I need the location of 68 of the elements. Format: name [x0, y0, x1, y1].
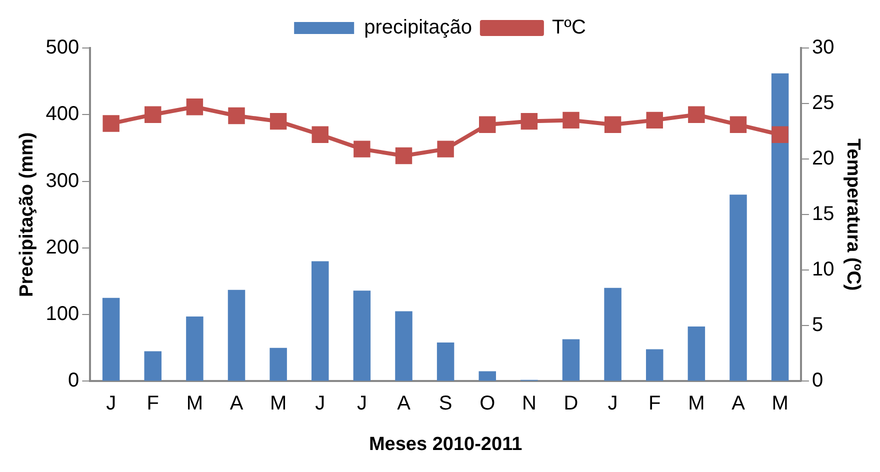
bar: [771, 73, 789, 381]
point: [228, 107, 245, 124]
y2-axis-title: Temperatura (ºC): [842, 138, 864, 291]
y2-tick-label: 5: [812, 314, 824, 336]
bar: [102, 298, 120, 381]
bar: [312, 261, 329, 381]
y-tick-label: 300: [46, 170, 80, 192]
x-tick-label: A: [732, 392, 746, 415]
legend-label: precipitação: [364, 16, 472, 39]
x-tick-label: M: [270, 392, 287, 415]
point: [437, 140, 454, 158]
x-tick-label: O: [480, 392, 496, 415]
bar: [395, 311, 412, 381]
x-tick-label: S: [438, 392, 452, 415]
y2-tick-label: 25: [812, 92, 834, 114]
bar: [604, 288, 622, 381]
x-tick-label: N: [522, 392, 536, 415]
bar: [688, 326, 706, 381]
bar: [144, 351, 162, 381]
point: [604, 116, 622, 133]
bar: [436, 342, 454, 381]
y-axis-title: Precipitação (mm): [16, 132, 38, 297]
x-tick-label: J: [106, 392, 116, 415]
point: [772, 126, 788, 143]
x-tick-label: J: [315, 392, 326, 415]
bar: [186, 316, 204, 381]
y-tick-label: 100: [46, 303, 80, 326]
y2-tick-label: 0: [812, 370, 824, 392]
y-tick-label: 200: [46, 236, 80, 258]
x-tick-label: J: [356, 392, 367, 415]
point: [730, 116, 747, 133]
y-tick-label: 0: [68, 370, 80, 392]
y2-tick-label: 30: [812, 36, 834, 59]
point: [646, 112, 663, 129]
bar: [353, 290, 371, 381]
bar: [646, 349, 664, 381]
point: [354, 140, 370, 158]
bar: [270, 348, 287, 381]
legend-label: TºC: [552, 16, 586, 39]
y2-tick-label: 20: [812, 148, 834, 170]
x-tick-label: M: [772, 392, 788, 415]
bar: [562, 339, 580, 381]
point: [102, 115, 120, 132]
point: [270, 112, 287, 130]
point: [479, 116, 496, 133]
x-axis-title: Meses 2010-2011: [368, 434, 523, 455]
x-tick-label: A: [397, 392, 412, 415]
bar: [730, 194, 747, 381]
point: [186, 98, 204, 116]
x-tick-label: F: [648, 392, 661, 415]
point: [688, 106, 705, 124]
x-tick-label: F: [146, 392, 159, 415]
y-tick-label: 400: [46, 103, 80, 126]
point: [144, 106, 162, 124]
x-tick-label: M: [186, 392, 204, 415]
point: [520, 112, 538, 130]
bar: [478, 371, 496, 381]
y2-tick-label: 10: [812, 258, 834, 281]
x-tick-label: M: [688, 392, 705, 415]
x-tick-label: J: [608, 392, 618, 415]
x-tick-label: A: [230, 392, 244, 415]
y2-tick-label: 15: [812, 203, 834, 226]
point: [312, 126, 328, 143]
y-tick-label: 500: [46, 36, 80, 59]
x-tick-label: D: [564, 392, 578, 415]
point: [395, 147, 412, 164]
point: [562, 112, 580, 129]
bar: [228, 290, 246, 381]
